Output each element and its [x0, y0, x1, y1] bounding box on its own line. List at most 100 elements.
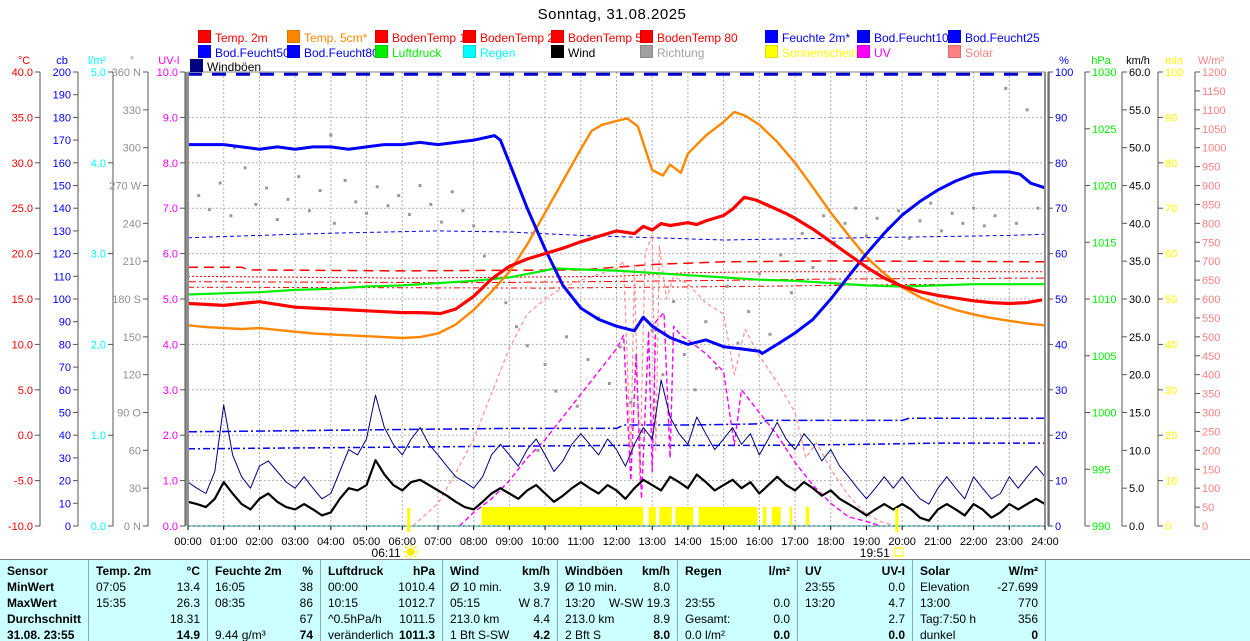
cell-text: dunkel	[920, 628, 956, 641]
cell-value: W-SW 19.3	[608, 596, 670, 610]
legend-label: Temp. 5cm*	[304, 31, 368, 45]
svg-text:21:00: 21:00	[924, 536, 952, 548]
legend-item-sonnenschein: Sonnenschein	[765, 45, 858, 59]
legend-label: Feuchte 2m*	[782, 31, 851, 45]
sunshine-bar	[805, 507, 810, 525]
legend-item-temp-5cm: Temp. 5cm*	[287, 30, 368, 45]
cell-value: 8.0	[653, 580, 670, 594]
svg-text:20: 20	[59, 476, 71, 488]
svg-text:%: %	[1059, 55, 1069, 67]
svg-text:700: 700	[1202, 256, 1220, 268]
legend-item-bod-feucht25: Bod.Feucht25	[948, 30, 1040, 45]
legend-label: Bod.Feucht80	[304, 46, 379, 60]
block-header: Feuchte 2m%	[208, 563, 320, 579]
table-row: 05:15 W 8.7	[443, 595, 557, 611]
svg-text:190: 190	[53, 90, 71, 102]
svg-text:10: 10	[1055, 476, 1067, 488]
table-row: 213.0 km 8.9	[558, 611, 677, 627]
svg-text:70: 70	[1055, 203, 1067, 215]
cell-text: 00:00	[328, 580, 359, 594]
sensor-name: UV	[805, 564, 822, 578]
svg-text:330: 330	[123, 105, 141, 117]
table-row: 13:20 W-SW 19.3	[558, 595, 677, 611]
svg-text:300: 300	[1202, 408, 1220, 420]
svg-text:550: 550	[1202, 313, 1220, 325]
series-windb-en	[187, 379, 1046, 505]
legend-label: Bod.Feucht25	[965, 31, 1040, 45]
svg-text:160: 160	[53, 158, 71, 170]
sunshine-bar	[698, 507, 758, 525]
sunset-icon	[893, 547, 904, 557]
sonnenschein-color-swatch	[765, 45, 778, 58]
legend-label: Richtung	[657, 46, 705, 60]
svg-text:900: 900	[1202, 181, 1220, 193]
sensor-unit: km/h	[521, 564, 550, 578]
sensor-unit: W/m²	[1008, 564, 1038, 578]
table-row: 1 Bft S-SW 4.2	[443, 627, 557, 641]
svg-text:80: 80	[1165, 158, 1177, 170]
svg-text:2.0: 2.0	[163, 430, 178, 442]
svg-text:-5.0: -5.0	[14, 476, 33, 488]
svg-text:70: 70	[59, 362, 71, 374]
table-filler	[1045, 560, 1241, 641]
svg-text:35.0: 35.0	[12, 112, 33, 124]
cell-text: 10:15	[328, 596, 359, 610]
svg-text:16:00: 16:00	[746, 536, 774, 548]
cell-text: 13:00	[920, 596, 951, 610]
row-label: Durchschnitt	[0, 611, 88, 627]
svg-text:250: 250	[1202, 426, 1220, 438]
legend-label: BodenTemp 50	[568, 31, 649, 45]
svg-text:hPa: hPa	[1091, 55, 1111, 67]
svg-text:4.0: 4.0	[163, 339, 178, 351]
svg-text:18:00: 18:00	[817, 536, 845, 548]
legend-label: UV	[874, 46, 891, 60]
svg-text:02:00: 02:00	[246, 536, 274, 548]
cell-text: 23:55	[805, 580, 836, 594]
table-row: 9.44 g/m³ 74	[208, 627, 320, 641]
feuchte-2m-color-swatch	[765, 30, 778, 43]
bodentemp-50-color-swatch	[551, 30, 564, 43]
svg-text:240: 240	[123, 218, 141, 230]
svg-text:1020: 1020	[1092, 181, 1116, 193]
svg-text:100: 100	[53, 294, 71, 306]
cell-value: 86	[299, 596, 313, 610]
svg-text:17:00: 17:00	[781, 536, 809, 548]
table-row: 23:55 0.0	[678, 595, 797, 611]
table-row: veränderlich 1011.3	[321, 627, 442, 641]
sensor-name: Luftdruck	[328, 564, 384, 578]
row-label: 31.08. 23:55	[0, 627, 88, 641]
svg-text:130: 130	[53, 226, 71, 238]
cell-text: 23:55	[685, 596, 716, 610]
svg-text:15.0: 15.0	[1129, 408, 1150, 420]
bodentemp-80-color-swatch	[640, 30, 653, 43]
legend-label: BodenTemp 10	[392, 31, 473, 45]
cell-value: 14.9	[176, 628, 200, 641]
svg-text:45.0: 45.0	[1129, 181, 1150, 193]
windb-en-color-swatch	[190, 59, 203, 72]
svg-text:180: 180	[53, 112, 71, 124]
sunshine-bar	[675, 507, 694, 525]
cell-text: Tag:7:50 h	[920, 612, 977, 626]
svg-text:6.0: 6.0	[163, 249, 178, 261]
svg-text:km/h: km/h	[1126, 55, 1150, 67]
svg-text:4.0: 4.0	[91, 158, 106, 170]
series-temp-5cm	[187, 110, 1046, 340]
svg-text:40: 40	[1165, 339, 1177, 351]
row-label-text: MaxWert	[7, 596, 57, 610]
svg-text:l/m²: l/m²	[88, 55, 107, 67]
block-header: Wind km/h	[443, 563, 557, 579]
sensor-name: Windböen	[565, 564, 623, 578]
block-header: UV UV-I	[798, 563, 912, 579]
sensor-name: Temp. 2m	[96, 564, 152, 578]
svg-text:400: 400	[1202, 370, 1220, 382]
temp-2m-color-swatch	[198, 30, 211, 43]
cell-value: 0.0	[888, 628, 905, 641]
table-block-solar: Solar W/m² Elevation -27.699 13:00 770 Tag:7:5…	[912, 560, 1045, 641]
sunshine-bar	[481, 507, 644, 525]
sunshine-bars	[481, 507, 810, 525]
cell-text: 13:20	[565, 596, 596, 610]
svg-text:170: 170	[53, 135, 71, 147]
svg-text:60: 60	[1165, 249, 1177, 261]
series-luftdruck	[187, 267, 1045, 296]
